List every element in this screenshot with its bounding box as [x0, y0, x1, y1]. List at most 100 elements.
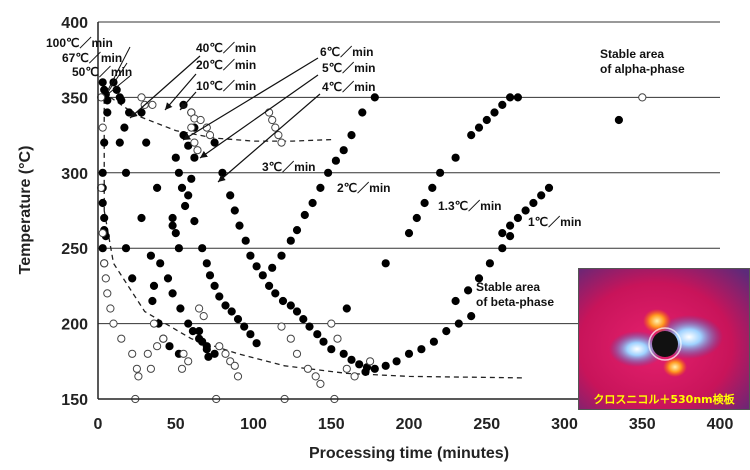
- filled-point: [451, 296, 460, 306]
- filled-point: [537, 191, 546, 200]
- rate-leader: [107, 46, 131, 91]
- rate-label: 50℃／min: [72, 64, 132, 79]
- open-point: [179, 349, 188, 358]
- filled-point: [125, 108, 134, 117]
- filled-point: [146, 251, 155, 260]
- filled-point: [319, 337, 328, 346]
- area-label-line: of beta-phase: [476, 295, 554, 309]
- filled-point: [498, 229, 507, 238]
- filled-point: [498, 244, 507, 253]
- open-point: [292, 349, 302, 358]
- open-point: [199, 312, 208, 321]
- filled-point: [177, 183, 187, 192]
- filled-point: [204, 352, 213, 361]
- filled-point: [181, 201, 190, 211]
- filled-point: [174, 168, 183, 177]
- filled-point: [98, 168, 107, 177]
- open-point: [215, 342, 224, 351]
- filled-point: [286, 301, 295, 310]
- open-point: [205, 131, 215, 140]
- filled-point: [404, 229, 414, 238]
- filled-point: [198, 244, 207, 253]
- filled-point: [240, 322, 249, 331]
- rate-arrow: [179, 91, 197, 111]
- filled-point: [521, 206, 530, 215]
- open-point: [177, 364, 187, 373]
- x-tick-label: 350: [629, 416, 656, 433]
- filled-point: [233, 315, 243, 324]
- filled-point: [100, 138, 109, 147]
- filled-point: [454, 319, 463, 328]
- open-point: [128, 349, 137, 358]
- filled-point: [614, 115, 624, 125]
- open-point: [274, 131, 283, 140]
- filled-point: [342, 304, 351, 313]
- open-point: [101, 274, 110, 283]
- x-tick-label: 0: [94, 416, 103, 433]
- open-point: [350, 372, 359, 381]
- area-label-line: Stable area: [476, 280, 540, 294]
- filled-point: [205, 271, 215, 280]
- x-axis-title: Processing time (minutes): [309, 445, 509, 462]
- y-axis-title: Temperature (°C): [17, 146, 34, 275]
- filled-point: [482, 115, 491, 125]
- filled-point: [474, 123, 484, 132]
- area-label-line: Stable area: [600, 47, 664, 61]
- filled-point: [347, 131, 356, 140]
- filled-point: [246, 251, 255, 260]
- filled-point: [347, 355, 356, 364]
- filled-point: [513, 93, 523, 102]
- open-point: [311, 372, 320, 381]
- rate-label: 67℃／min: [62, 50, 122, 65]
- filled-point: [98, 198, 107, 208]
- open-point: [159, 334, 168, 343]
- filled-point: [184, 319, 193, 328]
- filled-point: [215, 292, 224, 301]
- x-tick-label: 50: [167, 416, 185, 433]
- x-tick-label: 400: [707, 416, 734, 433]
- filled-point: [156, 259, 165, 268]
- filled-point: [98, 244, 107, 253]
- filled-point: [184, 191, 193, 200]
- filled-point: [171, 229, 180, 238]
- open-point: [143, 349, 152, 358]
- filled-point: [464, 286, 473, 295]
- filled-point: [168, 213, 177, 223]
- photo-image: [579, 269, 749, 409]
- filled-point: [442, 327, 451, 336]
- y-tick-label: 150: [61, 392, 88, 409]
- filled-point: [100, 213, 109, 223]
- filled-point: [404, 349, 414, 358]
- y-tick-label: 300: [61, 166, 88, 183]
- filled-point: [137, 213, 146, 223]
- rate-label: 6℃／min: [320, 44, 374, 59]
- filled-point: [128, 274, 137, 283]
- open-point: [268, 115, 277, 125]
- rate-arrow: [182, 57, 319, 141]
- rate-label: 100℃／min: [46, 35, 113, 50]
- filled-point: [308, 198, 317, 208]
- filled-point: [313, 330, 322, 339]
- data-points: [97, 78, 647, 404]
- filled-point: [451, 153, 460, 162]
- x-tick-label: 200: [396, 416, 423, 433]
- open-point: [134, 372, 143, 381]
- filled-point: [327, 345, 336, 354]
- filled-point: [316, 183, 325, 192]
- filled-point: [300, 210, 309, 220]
- open-point: [184, 357, 193, 366]
- open-point: [277, 322, 286, 331]
- boundary-curve: [103, 210, 526, 379]
- rate-arrow: [129, 55, 201, 119]
- filled-point: [506, 232, 515, 241]
- filled-point: [142, 138, 151, 147]
- open-point: [271, 123, 280, 132]
- filled-point: [277, 251, 286, 260]
- filled-point: [153, 183, 162, 192]
- y-tick-labels: 150 200 250 300 350 400: [61, 15, 88, 409]
- filled-point: [339, 146, 348, 155]
- rate-arrow: [164, 73, 197, 111]
- x-tick-labels: 0 50 100 150 200 250 300 350 400: [94, 416, 734, 433]
- x-tick-label: 100: [240, 416, 267, 433]
- filled-point: [429, 337, 438, 346]
